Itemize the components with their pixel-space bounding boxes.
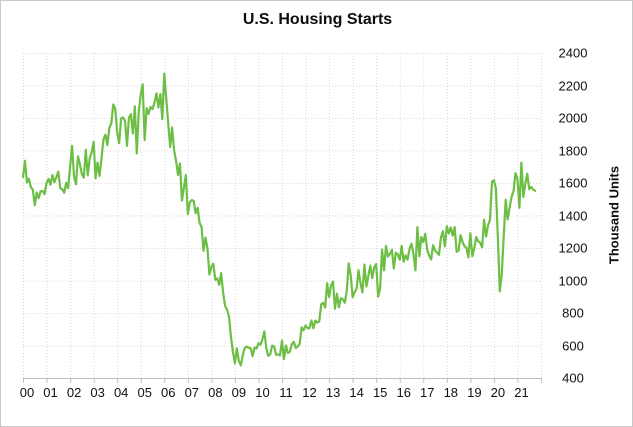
x-tick-label: 12 xyxy=(302,385,317,400)
x-tick-label: 14 xyxy=(349,385,364,400)
x-tick-label: 03 xyxy=(90,385,105,400)
y-tick-label: 600 xyxy=(562,338,584,353)
x-tick-label: 17 xyxy=(420,385,435,400)
plot-area xyxy=(21,53,542,383)
y-tick-label: 2200 xyxy=(558,78,588,93)
y-tick-label: 2000 xyxy=(558,110,588,126)
x-tick-label: 09 xyxy=(231,385,247,400)
y-tick-label: 1600 xyxy=(558,175,588,191)
y-tick-label: 1200 xyxy=(558,240,588,256)
y-tick-label: 1800 xyxy=(558,143,588,158)
chart-title: U.S. Housing Starts xyxy=(242,11,393,28)
x-tick-label: 08 xyxy=(208,385,223,400)
x-tick-label: 10 xyxy=(255,385,270,400)
x-tick-label: 11 xyxy=(279,385,293,400)
x-tick-label: 07 xyxy=(184,385,200,400)
y-axis-title: Thousand Units xyxy=(606,165,622,265)
x-tick-label: 16 xyxy=(396,385,411,400)
y-tick-label: 1400 xyxy=(558,208,588,223)
y-tick-label: 1000 xyxy=(558,273,588,288)
x-tick-label: 19 xyxy=(467,385,482,400)
housing-starts-line xyxy=(21,72,537,367)
x-tick-label: 05 xyxy=(137,385,152,400)
x-tick-label: 01 xyxy=(43,385,58,400)
x-tick-label: 04 xyxy=(113,385,129,400)
x-tick-label: 13 xyxy=(325,385,341,400)
y-tick-label: 400 xyxy=(562,370,584,386)
y-tick-label: 2400 xyxy=(558,45,588,61)
x-tick-label: 02 xyxy=(66,385,82,400)
y-tick-label: 800 xyxy=(562,305,584,321)
x-tick-label: 00 xyxy=(19,385,35,400)
x-tick-label: 06 xyxy=(161,385,176,400)
x-tick-label: 21 xyxy=(514,385,529,400)
x-tick-label: 20 xyxy=(490,385,506,400)
x-tick-label: 15 xyxy=(372,385,388,400)
x-tick-label: 18 xyxy=(443,385,459,400)
